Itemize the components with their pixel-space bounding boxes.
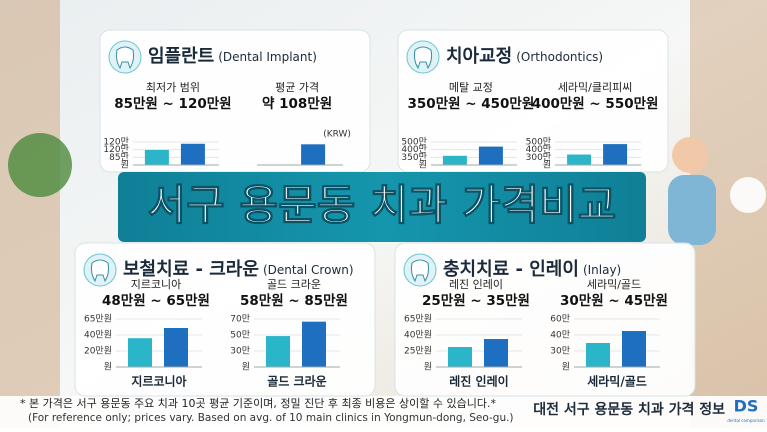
axis-label: 65만원: [404, 314, 432, 325]
axis-label: 120만: [103, 137, 128, 148]
axis-label: 20만원: [84, 346, 112, 357]
axis-label: 원: [104, 362, 112, 373]
footer: [0, 396, 767, 428]
axis-label: 400만: [526, 144, 551, 155]
axis-label: 300만: [526, 152, 551, 163]
panel-title-ko: 보철치료 - 크라운: [123, 259, 259, 280]
bar: [301, 144, 326, 165]
plant: [8, 133, 72, 197]
axis-label: 40만원: [84, 330, 112, 341]
bar: [180, 143, 205, 165]
price-range: 25만원 ~ 35만원: [422, 293, 530, 309]
category-label: 골드 크라운: [267, 374, 326, 389]
axis-label: 500만: [401, 137, 426, 148]
group-label: 평균 가격: [275, 81, 319, 94]
main-title: 서구 용문동 치과 가격비교: [148, 181, 617, 230]
group-label: 골드 크라운: [267, 278, 321, 291]
axis-label: 50만: [230, 330, 250, 341]
axis-label: 70만: [230, 314, 250, 325]
icon-tooth: [90, 259, 110, 283]
bar: [478, 146, 503, 165]
price-range: 350만원 ~ 450만원: [408, 96, 535, 112]
price-range: 58만원 ~ 85만원: [240, 293, 348, 309]
wood-wall: [0, 0, 60, 428]
axis-label: 40만원: [404, 330, 432, 341]
icon-tooth: [413, 46, 433, 70]
bar: [603, 144, 628, 165]
price-range: 85만원 ~ 120만원: [114, 96, 231, 112]
icon-tooth: [410, 259, 430, 283]
flowers: [730, 177, 766, 213]
footnote: * 본 가격은 서구 용문동 주요 치과 10곳 평균 기준이며, 정밀 진단 …: [20, 397, 496, 410]
price-range: 30만원 ~ 45만원: [560, 293, 668, 309]
axis-label: 원: [419, 160, 427, 171]
axis-label: 65만원: [84, 314, 112, 325]
bar: [164, 328, 188, 367]
panel-title-ko: 충치치료 - 인레이: [443, 259, 579, 280]
axis-label: 60만: [550, 314, 570, 325]
bar: [448, 347, 472, 367]
group-label: 세라믹/골드: [587, 278, 641, 291]
group-label: 최저가 범위: [146, 81, 200, 94]
axis-label: 원: [562, 362, 570, 373]
panel-title: 충치치료 - 인레이 (Inlay): [443, 259, 621, 280]
axis-label: 85만: [109, 152, 129, 163]
price-range: 400만원 ~ 550만원: [532, 96, 659, 112]
panel-subtitle: (Dental Crown): [263, 263, 354, 277]
brand: 대전 서구 용문동 치과 가격 정보: [533, 401, 725, 418]
bar: [586, 343, 610, 367]
footnote: (For reference only; prices vary. Based …: [28, 412, 514, 424]
panel-title-ko: 치아교정: [446, 46, 512, 67]
banner: [118, 172, 646, 242]
bar: [302, 321, 326, 367]
bar: [144, 149, 169, 165]
axis-label: 500만: [526, 137, 551, 148]
panel-title: 보철치료 - 크라운 (Dental Crown): [123, 259, 354, 280]
panel-title: 치아교정 (Orthodontics): [446, 46, 603, 67]
bar: [442, 155, 467, 165]
axis-label: 400만: [401, 144, 426, 155]
group-label: 세라믹/클리피씨: [558, 81, 633, 94]
axis-label: 원: [242, 362, 250, 373]
bar: [266, 336, 290, 367]
unit: (KRW): [323, 130, 351, 140]
staff: [668, 175, 716, 245]
bar: [622, 331, 646, 367]
staff: [672, 137, 708, 173]
axis-label: 30만: [550, 346, 570, 357]
axis-label: 원: [543, 160, 551, 171]
price-range: 48만원 ~ 65만원: [102, 293, 210, 309]
bar: [484, 339, 508, 367]
logo: DS: [734, 397, 759, 416]
bar: [128, 338, 152, 367]
group-label: 지르코니아: [131, 278, 182, 291]
price-range: 약 108만원: [262, 95, 332, 112]
axis-label: 40만: [550, 330, 570, 341]
axis-label: 25만원: [404, 346, 432, 357]
panel-subtitle: (Inlay): [583, 263, 621, 277]
axis-label: 120만: [103, 144, 128, 155]
axis-label: 원: [424, 362, 432, 373]
icon-tooth: [115, 46, 135, 70]
group-label: 레진 인레이: [449, 278, 503, 291]
panel-subtitle: (Dental Implant): [218, 50, 317, 64]
axis-label: 원: [121, 160, 129, 171]
bar: [567, 154, 592, 165]
category-label: 지르코니아: [131, 374, 186, 389]
category-label: 레진 인레이: [449, 374, 508, 389]
panel-title-ko: 임플란트: [148, 46, 214, 67]
axis-label: 30만: [230, 346, 250, 357]
group-label: 메탈 교정: [449, 81, 493, 94]
category-label: 세라믹/골드: [587, 374, 647, 389]
logo-sub: dental comparison: [727, 418, 765, 423]
panel-subtitle: (Orthodontics): [516, 50, 603, 64]
panel-title: 임플란트 (Dental Implant): [148, 46, 317, 67]
axis-label: 350만: [401, 152, 426, 163]
